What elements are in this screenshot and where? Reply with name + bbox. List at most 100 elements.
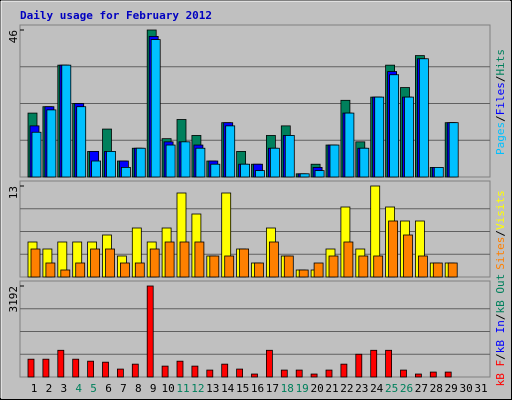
x-tick-label: 20 [310,382,323,395]
bar [429,371,437,378]
bar [31,131,42,178]
legend-entry: Sites [494,237,507,270]
bar [404,96,414,178]
bar [206,369,214,378]
bar [90,248,100,278]
bar [325,369,333,378]
legend-entry: Visits [494,190,507,230]
x-tick-label: 26 [400,382,413,395]
bar [355,353,363,378]
bar [444,371,452,378]
x-tick-label: 24 [370,382,384,395]
bar [284,135,295,178]
legend: Pages/Files/Hits [494,49,507,155]
x-tick-label: 29 [445,382,458,395]
bar [358,255,369,278]
bar [30,248,41,278]
bar [265,349,273,378]
bar [165,144,176,178]
bar [374,96,385,178]
bar [131,363,139,378]
x-tick-label: 6 [105,382,112,395]
bar [176,360,184,378]
legend-entry: kB Out [494,274,507,314]
bar [194,241,205,278]
bar [385,349,393,378]
bar [117,368,124,378]
x-tick-label: 17 [266,382,279,395]
bar [343,241,354,278]
bar [164,241,175,278]
bar [75,262,86,278]
bar [359,147,370,178]
bar [46,109,57,178]
x-tick-label: 12 [191,382,204,395]
bar [61,64,72,178]
bar [310,373,318,378]
bar [105,248,115,278]
bar [314,170,325,178]
bar [179,241,190,278]
legend-entry: Files [494,82,507,115]
x-tick-label: 2 [46,382,53,395]
bar [150,39,161,178]
bar [134,262,145,278]
bar [221,363,229,378]
bar [251,373,258,378]
bar [72,358,80,378]
bar [344,112,355,178]
x-tick-label: 1 [31,382,38,395]
bar [389,74,400,178]
bar [191,365,199,378]
legend: kB F/kB In/kB Out [494,274,507,387]
bar [135,147,146,178]
x-tick-label: 31 [474,382,487,395]
bar [417,255,428,278]
bar [448,122,459,178]
x-tick-label: 8 [135,382,142,395]
bar [57,349,65,378]
bar [340,363,348,378]
bar [268,241,279,278]
y-tick-label: 46 [7,30,20,43]
x-tick-label: 11 [176,382,189,395]
bar [236,368,244,378]
x-tick-label: 3 [60,382,67,395]
bar [283,255,294,278]
bar [120,262,130,278]
x-tick-label: 21 [325,382,338,395]
bar [329,144,340,178]
x-tick-label: 18 [281,382,294,395]
bar [195,147,206,178]
bar [328,255,339,278]
bar [433,167,444,178]
x-tick-label: 4 [75,382,82,395]
legend-entry: kB In [494,320,507,353]
bar [91,160,101,178]
legend-entry: Pages [494,122,507,155]
bar [400,369,407,378]
x-tick-label: 9 [150,382,157,395]
legend-separator: / [494,313,507,320]
legend-separator: / [494,115,507,122]
x-tick-label: 23 [355,382,368,395]
bar [373,255,384,278]
x-tick-label: 14 [221,382,235,395]
bar [432,262,443,278]
bar [414,373,422,378]
bar [121,167,131,178]
bar [149,248,160,278]
bar [42,358,50,378]
bar [403,234,413,278]
x-tick-label: 27 [415,382,428,395]
bar [299,173,310,178]
bar [161,365,169,378]
bar [255,170,265,178]
x-tick-label: 30 [459,382,472,395]
legend-separator: / [494,353,507,360]
bar [210,163,221,178]
legend-entry: Hits [494,49,507,76]
x-tick-label: 25 [385,382,398,395]
x-tick-label: 15 [236,382,249,395]
bar [146,285,154,378]
